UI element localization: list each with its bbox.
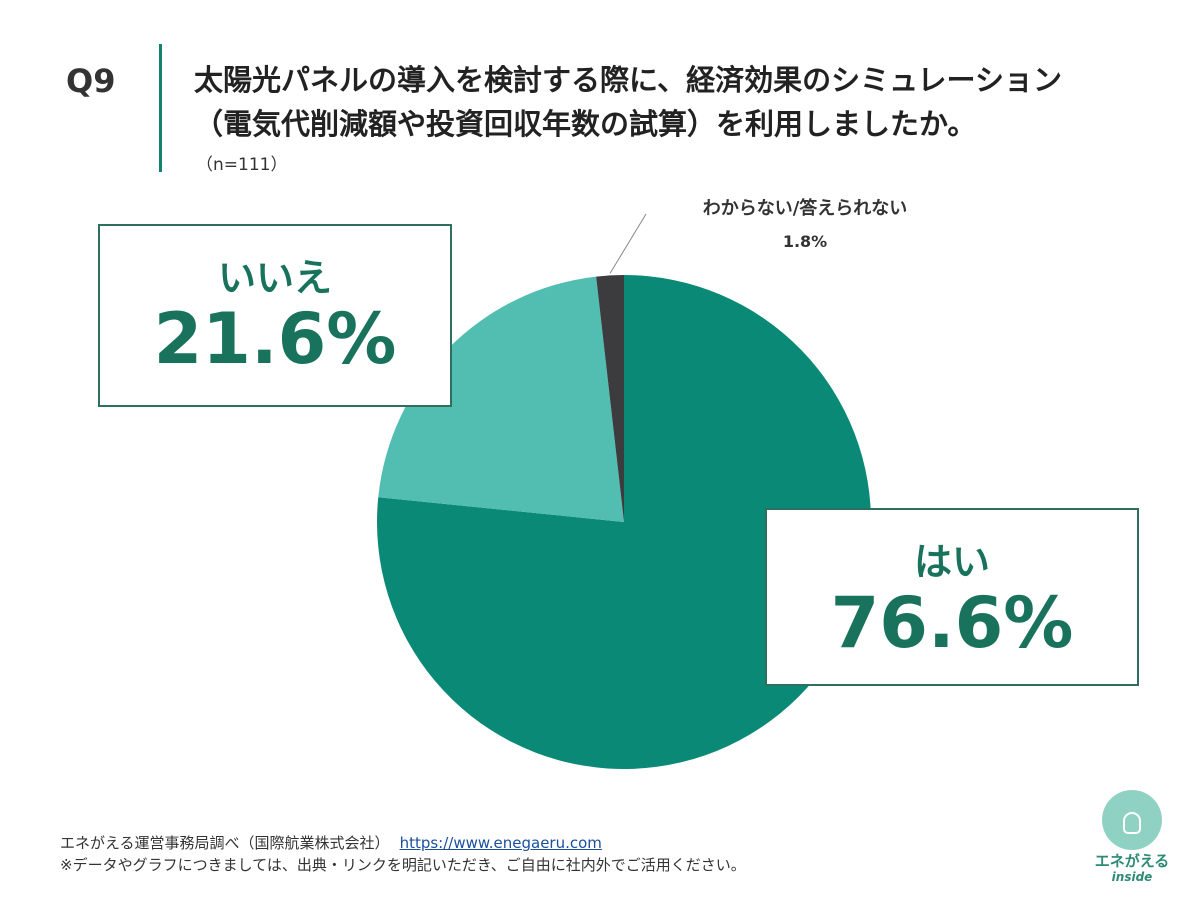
pie-slice-dont-know: [596, 275, 624, 522]
footer-source-line: エネがえる運営事務局調べ（国際航業株式会社） https://www.enegae…: [60, 832, 746, 854]
footer: エネがえる運営事務局調べ（国際航業株式会社） https://www.enegae…: [60, 832, 746, 876]
callout-no: いいえ 21.6%: [98, 224, 452, 407]
slice-label-dont-know: わからない/答えられない: [702, 198, 908, 219]
question-divider: [159, 44, 162, 172]
question-text: 太陽光パネルの導入を検討する際に、経済効果のシミュレーション （電気代削減額や投…: [194, 58, 1154, 146]
logo-mascot-icon: [1102, 790, 1162, 850]
source-text: エネがえる運営事務局調べ（国際航業株式会社）: [60, 834, 390, 852]
slice-label-yes: はい: [913, 540, 990, 584]
slice-label-no: いいえ: [217, 256, 332, 300]
slice-value-no: 21.6%: [153, 298, 397, 380]
logo-name: エネがえる: [1094, 852, 1170, 870]
pie-slice-no: [378, 276, 624, 522]
source-link[interactable]: https://www.enegaeru.com: [399, 834, 602, 852]
enegaeru-logo: エネがえる inside: [1086, 790, 1178, 886]
dont-know-leader-line: [609, 213, 647, 274]
slice-value-yes: 76.6%: [830, 582, 1074, 664]
question-number: Q9: [66, 62, 116, 100]
pie-slice-yes: [377, 275, 872, 769]
question-line-1: 太陽光パネルの導入を検討する際に、経済効果のシミュレーション: [194, 63, 1062, 97]
callout-yes: はい 76.6%: [765, 508, 1139, 686]
logo-subtitle: inside: [1111, 870, 1153, 884]
usage-note: ※データやグラフにつきましては、出典・リンクを明記いただき、ご自由に社内外でご活…: [60, 856, 746, 874]
slice-value-dont-know: 1.8%: [782, 232, 828, 251]
sample-size: （n=111）: [196, 155, 288, 175]
question-line-2: （電気代削減額や投資回収年数の試算）を利用しましたか。: [194, 107, 977, 141]
